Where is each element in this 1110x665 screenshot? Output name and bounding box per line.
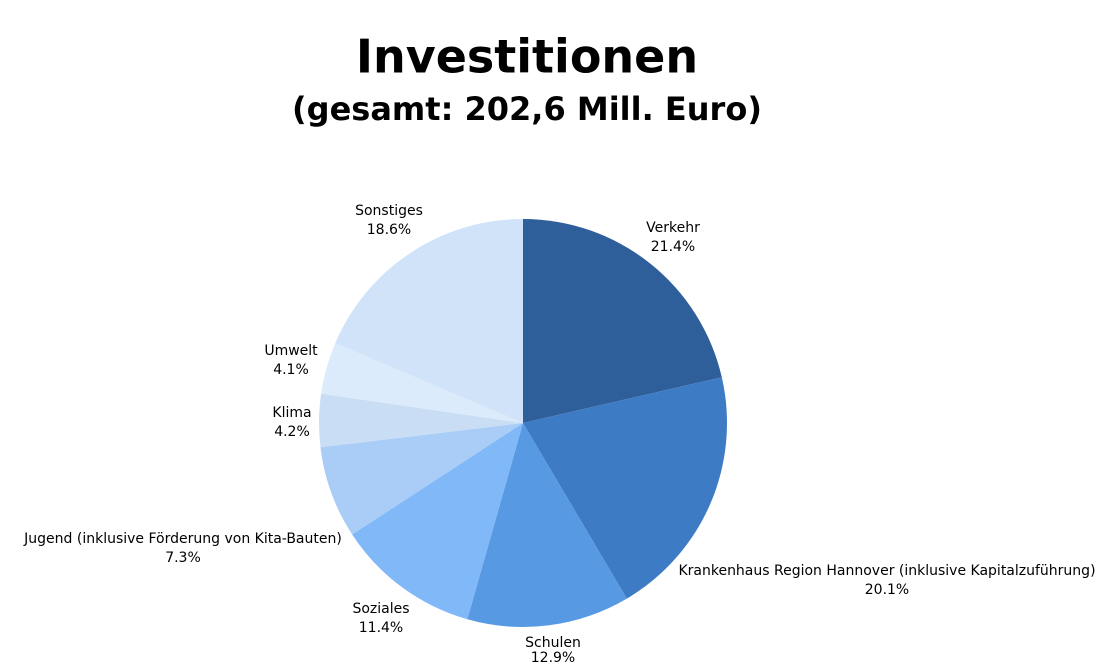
slice-label: Klima xyxy=(272,405,311,421)
pie-slice xyxy=(467,423,627,627)
slice-label: Schulen xyxy=(525,635,581,651)
slice-value-label: 21.4% xyxy=(651,239,695,255)
slice-label: Verkehr xyxy=(646,220,700,236)
pie-slice xyxy=(352,423,523,620)
slice-value-label: 11.4% xyxy=(359,620,403,636)
chart-title: Investitionen xyxy=(356,30,698,84)
pie-slice xyxy=(523,377,727,599)
pie-slice xyxy=(321,343,523,423)
slice-value-label: 7.3% xyxy=(165,550,201,566)
slice-value-label: 18.6% xyxy=(367,222,411,238)
pie-slice xyxy=(335,219,523,423)
slice-value-label: 12.9% xyxy=(531,650,575,665)
slice-label: Jugend (inklusive Förderung von Kita-Bau… xyxy=(23,531,342,547)
slice-value-label: 20.1% xyxy=(865,582,909,598)
slice-label: Umwelt xyxy=(264,343,318,359)
chart-subtitle: (gesamt: 202,6 Mill. Euro) xyxy=(292,90,762,128)
pie-slice xyxy=(320,423,523,535)
slice-label: Sonstiges xyxy=(355,203,423,219)
slice-value-label: 4.1% xyxy=(273,362,309,378)
slice-label: Krankenhaus Region Hannover (inklusive K… xyxy=(678,563,1095,579)
slice-label: Soziales xyxy=(352,601,409,617)
pie-slice xyxy=(319,393,523,448)
slice-value-label: 4.2% xyxy=(274,424,310,440)
pie-slice xyxy=(523,219,722,423)
